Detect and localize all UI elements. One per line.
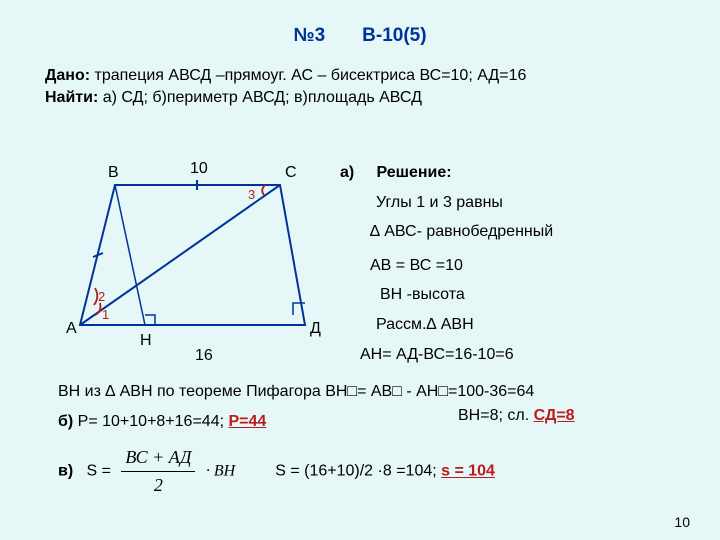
s-equals: S = [87, 463, 116, 480]
fraction: ВС + АД 2 [121, 444, 195, 499]
solution-title: Решение: [376, 164, 451, 181]
sol-line-4: ВН -высота [340, 282, 700, 308]
page-number: 10 [674, 514, 690, 530]
sol-line-3: АВ = ВС =10 [340, 253, 700, 279]
top-length: 10 [190, 160, 208, 177]
trapezoid-diagram: А В С Д Н 10 16 1 2 3 [50, 155, 330, 375]
find-label: Найти: [45, 89, 98, 106]
bottom-block: ВН из ∆ АВН по теореме Пифагора ВН□= АВ□… [58, 380, 698, 505]
point-H: Н [140, 332, 152, 349]
vertex-C: С [285, 164, 297, 181]
vertex-D: Д [310, 320, 321, 337]
part-b-text: Р= 10+10+8+16=44; [73, 413, 228, 430]
sol-line-6: АН= АД-ВС=16-10=6 [340, 342, 700, 368]
vertex-A: А [66, 320, 77, 337]
sol-line-1: Углы 1 и 3 равны [340, 190, 700, 216]
problem-number: №3 [293, 25, 325, 46]
part-a-label: а) [340, 164, 354, 181]
vertex-B: В [108, 164, 119, 181]
answer-p: Р=44 [228, 413, 266, 430]
pythagoras: ВН из ∆ АВН по теореме Пифагора ВН□= АВ□… [58, 380, 698, 404]
bh-mul: · ВН [206, 463, 235, 480]
answer-s: s = 104 [441, 463, 495, 480]
problem-statement: Дано: трапеция АВСД –прямоуг. АС – биcек… [0, 47, 720, 110]
frac-den: 2 [121, 472, 195, 499]
angle-3: 3 [248, 187, 255, 202]
bh-cd: ВН=8; сл. [458, 407, 534, 424]
dano-text: трапеция АВСД –прямоуг. АС – биcектриса … [90, 67, 526, 84]
sol-line-2: ∆ АВС- равнобедренный [340, 219, 700, 245]
solution-block: а) Решение: Углы 1 и 3 равны ∆ АВС- равн… [340, 160, 700, 371]
angle-2: 2 [98, 289, 105, 304]
answer-cd: СД=8 [534, 407, 575, 424]
frac-num: ВС + АД [121, 444, 195, 472]
find-text: а) СД; б)периметр АВСД; в)площадь АВСД [98, 89, 422, 106]
part-v-label: в) [58, 463, 73, 480]
s-calc: S = (16+10)/2 ·8 =104; [275, 463, 441, 480]
variant: В-10(5) [362, 25, 426, 46]
angle-1: 1 [102, 307, 109, 322]
bottom-length: 16 [195, 347, 213, 364]
sol-line-5: Рассм.∆ АВН [340, 312, 700, 338]
part-b-label: б) [58, 413, 73, 430]
dano-label: Дано: [45, 67, 90, 84]
